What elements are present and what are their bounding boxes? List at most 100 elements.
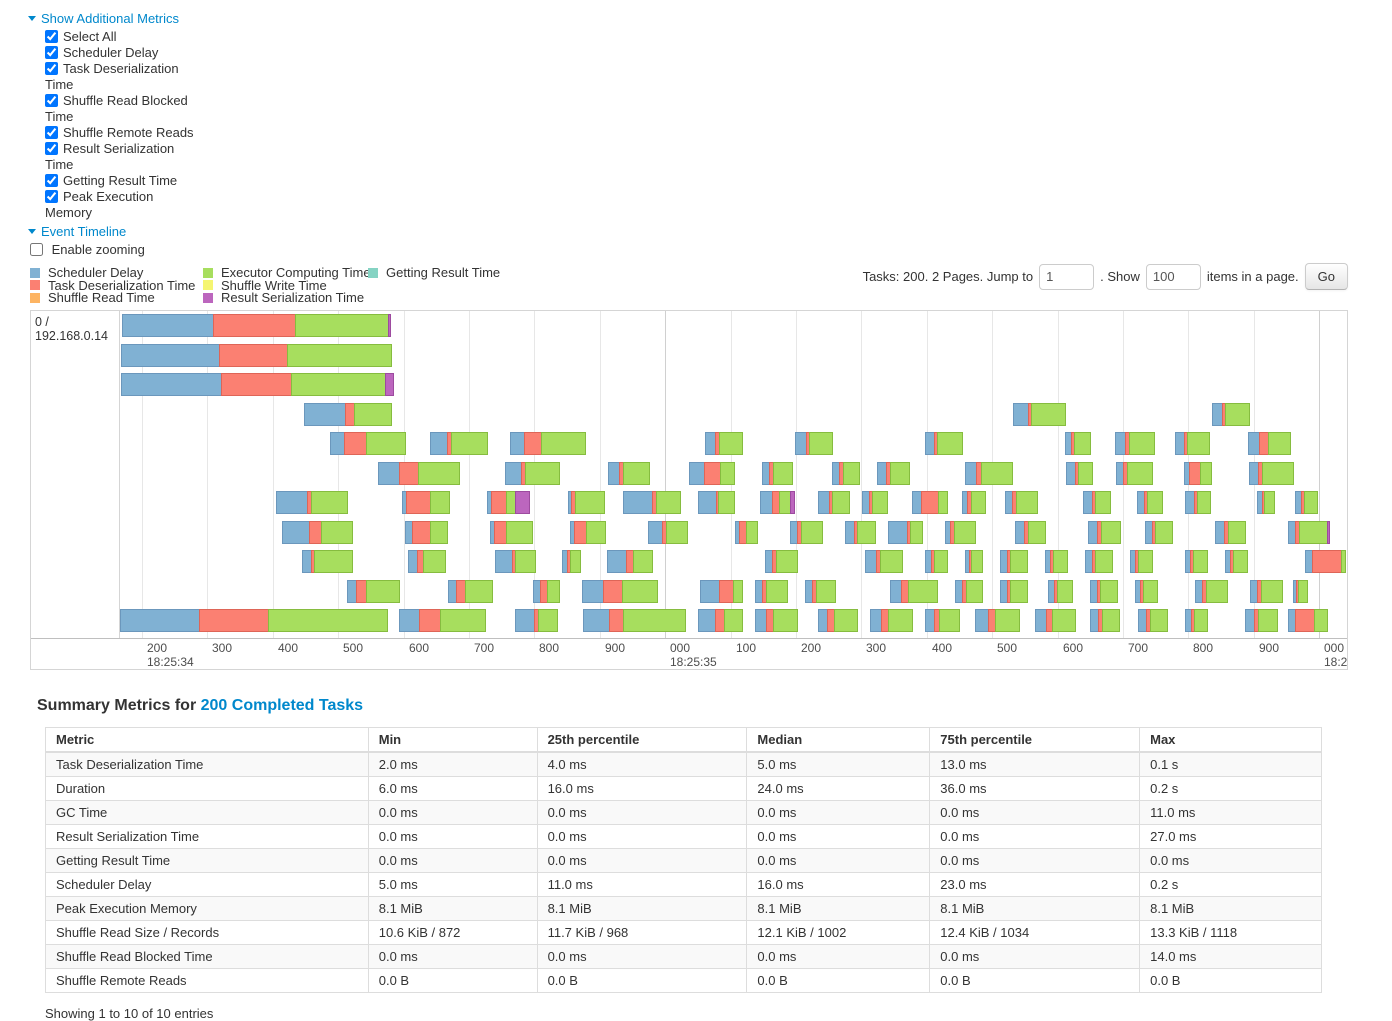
task-bar[interactable] xyxy=(790,520,823,544)
task-bar[interactable] xyxy=(1215,520,1246,544)
task-bar[interactable] xyxy=(490,520,533,544)
task-bar[interactable] xyxy=(1045,549,1068,573)
task-bar[interactable] xyxy=(562,549,581,573)
task-bar[interactable] xyxy=(570,520,606,544)
task-bar[interactable] xyxy=(1288,520,1330,544)
task-bar[interactable] xyxy=(805,579,836,603)
task-bar[interactable] xyxy=(1249,461,1294,485)
task-bar[interactable] xyxy=(1135,579,1158,603)
task-bar[interactable] xyxy=(330,431,406,455)
metric-checkbox-shuffle-read-blocked-time[interactable]: Shuffle Read Blocked Time xyxy=(45,93,197,125)
task-bar[interactable] xyxy=(760,490,795,514)
checkbox-input[interactable] xyxy=(45,126,58,139)
task-bar[interactable] xyxy=(925,549,948,573)
task-bar[interactable] xyxy=(795,431,833,455)
checkbox-input[interactable] xyxy=(45,190,58,203)
task-bar[interactable] xyxy=(1015,520,1046,544)
task-bar[interactable] xyxy=(862,490,888,514)
task-bar[interactable] xyxy=(1090,579,1118,603)
show-additional-metrics-link[interactable]: Show Additional Metrics xyxy=(28,10,1392,26)
checkbox-input[interactable] xyxy=(45,94,58,107)
task-bar[interactable] xyxy=(399,608,486,632)
checkbox-input[interactable] xyxy=(45,142,58,155)
task-bar[interactable] xyxy=(832,461,860,485)
jump-to-page-input[interactable] xyxy=(1039,263,1095,290)
task-bar[interactable] xyxy=(965,461,1013,485)
event-timeline-link[interactable]: Event Timeline xyxy=(28,223,1392,239)
enable-zooming-checkbox[interactable]: Enable zooming xyxy=(30,242,1392,258)
task-bar[interactable] xyxy=(1184,461,1212,485)
task-bar[interactable] xyxy=(405,520,448,544)
event-timeline-label[interactable]: Event Timeline xyxy=(41,223,127,239)
task-bar[interactable] xyxy=(1138,608,1168,632)
task-bar[interactable] xyxy=(568,490,605,514)
task-bar[interactable] xyxy=(762,461,793,485)
task-bar[interactable] xyxy=(1137,490,1163,514)
metric-checkbox-shuffle-remote-reads[interactable]: Shuffle Remote Reads xyxy=(45,125,197,141)
task-bar[interactable] xyxy=(945,520,976,544)
task-bar[interactable] xyxy=(765,549,798,573)
task-bar[interactable] xyxy=(1257,490,1275,514)
checkbox-input[interactable] xyxy=(45,174,58,187)
task-bar[interactable] xyxy=(1185,549,1208,573)
task-bar[interactable] xyxy=(623,490,681,514)
task-bar[interactable] xyxy=(1212,402,1250,426)
task-bar[interactable] xyxy=(347,579,400,603)
task-bar[interactable] xyxy=(925,431,963,455)
task-bar[interactable] xyxy=(302,549,353,573)
task-bar[interactable] xyxy=(705,431,743,455)
metric-checkbox-getting-result-time[interactable]: Getting Result Time xyxy=(45,173,197,189)
task-bar[interactable] xyxy=(1005,490,1038,514)
task-bar[interactable] xyxy=(378,461,460,485)
metric-checkbox-peak-execution-memory[interactable]: Peak Execution Memory xyxy=(45,189,197,221)
task-bar[interactable] xyxy=(1088,520,1121,544)
task-bar[interactable] xyxy=(1288,608,1328,632)
task-bar[interactable] xyxy=(912,490,948,514)
task-bar[interactable] xyxy=(925,608,960,632)
task-bar[interactable] xyxy=(845,520,876,544)
task-bar[interactable] xyxy=(1195,579,1228,603)
task-bar[interactable] xyxy=(870,608,913,632)
task-bar[interactable] xyxy=(583,608,686,632)
enable-zooming-input[interactable] xyxy=(30,243,43,256)
task-bar[interactable] xyxy=(505,461,560,485)
task-bar[interactable] xyxy=(818,608,858,632)
task-bar[interactable] xyxy=(1293,579,1308,603)
task-bar[interactable] xyxy=(120,608,388,632)
task-bar[interactable] xyxy=(1048,579,1073,603)
task-bar[interactable] xyxy=(888,520,923,544)
task-bar[interactable] xyxy=(700,579,743,603)
task-bar[interactable] xyxy=(408,549,446,573)
task-bar[interactable] xyxy=(1115,431,1155,455)
task-bar[interactable] xyxy=(877,461,910,485)
task-bar[interactable] xyxy=(487,490,530,514)
task-bar[interactable] xyxy=(965,549,983,573)
task-bar[interactable] xyxy=(1000,549,1028,573)
task-bar[interactable] xyxy=(1085,549,1113,573)
task-bar[interactable] xyxy=(121,372,394,396)
task-bar[interactable] xyxy=(648,520,688,544)
task-bar[interactable] xyxy=(1175,431,1210,455)
task-bar[interactable] xyxy=(608,461,650,485)
checkbox-input[interactable] xyxy=(45,62,58,75)
task-bar[interactable] xyxy=(282,520,353,544)
task-bar[interactable] xyxy=(698,608,743,632)
metric-checkbox-select-all[interactable]: Select All xyxy=(45,29,197,45)
task-bar[interactable] xyxy=(689,461,735,485)
task-bar[interactable] xyxy=(122,313,391,337)
task-bar[interactable] xyxy=(1066,461,1093,485)
task-bar[interactable] xyxy=(1145,520,1173,544)
task-bar[interactable] xyxy=(430,431,488,455)
task-bar[interactable] xyxy=(1245,608,1278,632)
task-bar[interactable] xyxy=(515,608,558,632)
task-bar[interactable] xyxy=(865,549,903,573)
task-bar[interactable] xyxy=(495,549,536,573)
task-bar[interactable] xyxy=(1035,608,1076,632)
task-bar[interactable] xyxy=(304,402,392,426)
task-bar[interactable] xyxy=(1130,549,1153,573)
task-bar[interactable] xyxy=(402,490,450,514)
task-bar[interactable] xyxy=(276,490,348,514)
task-bar[interactable] xyxy=(1083,490,1111,514)
task-bar[interactable] xyxy=(962,490,986,514)
task-bar[interactable] xyxy=(755,608,798,632)
